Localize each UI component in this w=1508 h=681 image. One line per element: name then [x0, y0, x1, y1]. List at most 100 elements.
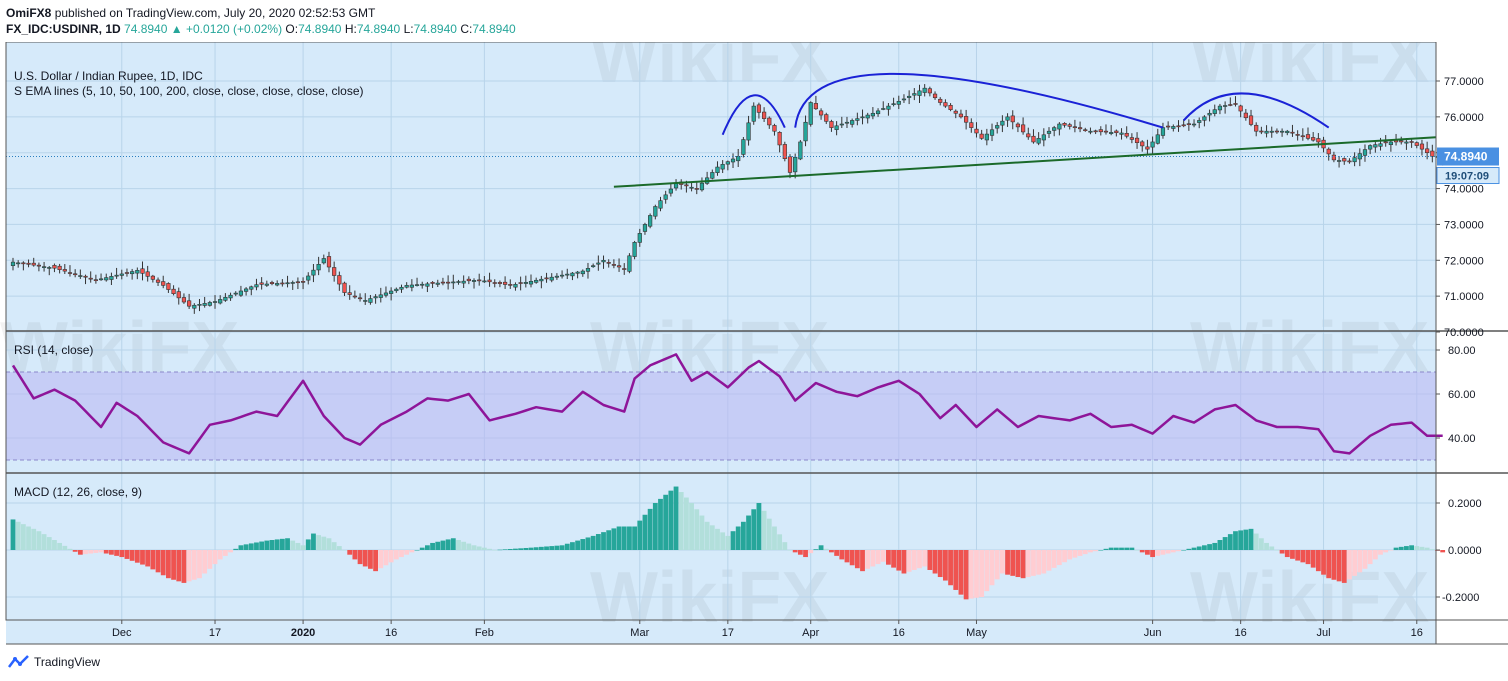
candle-body[interactable]: [26, 262, 31, 265]
candle-body[interactable]: [777, 132, 782, 146]
candle-body[interactable]: [855, 118, 860, 121]
macd-bar[interactable]: [1383, 550, 1389, 553]
candle-body[interactable]: [751, 105, 756, 122]
candle-body[interactable]: [93, 279, 98, 281]
macd-bar[interactable]: [1155, 550, 1161, 556]
macd-bar[interactable]: [948, 550, 953, 586]
macd-bar[interactable]: [735, 526, 741, 551]
candle-body[interactable]: [1005, 116, 1010, 121]
macd-bar[interactable]: [352, 550, 358, 560]
candle-body[interactable]: [1191, 123, 1197, 126]
candle-body[interactable]: [1311, 137, 1316, 141]
macd-bar[interactable]: [254, 542, 259, 550]
candle-body[interactable]: [456, 281, 461, 283]
candle-body[interactable]: [710, 172, 715, 179]
candle-body[interactable]: [580, 270, 585, 275]
macd-bar[interactable]: [1264, 542, 1269, 550]
macd-bar[interactable]: [849, 550, 855, 566]
candle-body[interactable]: [295, 281, 301, 284]
macd-bar[interactable]: [1248, 528, 1254, 550]
candle-body[interactable]: [1155, 134, 1160, 144]
macd-bar[interactable]: [1217, 540, 1223, 550]
candle-body[interactable]: [1000, 120, 1005, 126]
macd-bar[interactable]: [554, 545, 560, 550]
candle-body[interactable]: [145, 271, 150, 277]
macd-bar[interactable]: [1284, 550, 1290, 558]
candle-body[interactable]: [616, 265, 622, 268]
candle-body[interactable]: [575, 271, 580, 274]
macd-bar[interactable]: [1315, 550, 1321, 572]
candle-body[interactable]: [528, 280, 534, 285]
macd-bar[interactable]: [839, 550, 845, 560]
candle-body[interactable]: [259, 282, 264, 285]
candle-body[interactable]: [1114, 130, 1119, 133]
macd-bar[interactable]: [937, 550, 943, 578]
candle-body[interactable]: [440, 281, 446, 284]
macd-bar[interactable]: [740, 521, 746, 550]
candle-body[interactable]: [114, 274, 119, 277]
macd-bar[interactable]: [886, 550, 891, 565]
macd-bar[interactable]: [15, 521, 21, 550]
candle-body[interactable]: [435, 282, 440, 285]
macd-bar[interactable]: [264, 540, 270, 550]
candle-body[interactable]: [508, 284, 513, 286]
macd-bar[interactable]: [502, 549, 508, 550]
macd-bar[interactable]: [176, 550, 182, 582]
macd-bar[interactable]: [1186, 548, 1192, 550]
candle-body[interactable]: [1331, 154, 1336, 161]
candle-body[interactable]: [741, 139, 746, 155]
macd-bar[interactable]: [813, 549, 819, 550]
candle-body[interactable]: [78, 275, 83, 277]
candle-body[interactable]: [176, 291, 181, 299]
macd-bar[interactable]: [580, 539, 586, 550]
macd-bar[interactable]: [1062, 550, 1067, 563]
candle-body[interactable]: [1399, 140, 1404, 143]
candle-body[interactable]: [642, 224, 648, 232]
candle-body[interactable]: [544, 277, 549, 280]
candle-body[interactable]: [694, 188, 699, 190]
macd-bar[interactable]: [704, 521, 710, 550]
macd-bar[interactable]: [689, 503, 694, 550]
candle-body[interactable]: [124, 272, 130, 274]
candle-body[interactable]: [409, 284, 414, 288]
candle-body[interactable]: [782, 144, 787, 159]
macd-bar[interactable]: [621, 526, 627, 551]
candle-body[interactable]: [1057, 123, 1062, 130]
candle-body[interactable]: [1046, 130, 1052, 134]
candle-body[interactable]: [275, 283, 280, 286]
rsi-series-line[interactable]: [11, 353, 1443, 455]
candle-body[interactable]: [461, 280, 466, 284]
macd-bar[interactable]: [684, 497, 689, 550]
candle-body[interactable]: [269, 282, 275, 285]
candle-body[interactable]: [772, 125, 777, 132]
candle-body[interactable]: [1020, 124, 1026, 133]
macd-bar[interactable]: [342, 550, 347, 551]
macd-bar[interactable]: [585, 537, 591, 550]
candle-body[interactable]: [321, 258, 326, 264]
macd-bar[interactable]: [1124, 547, 1130, 550]
macd-bar[interactable]: [46, 537, 52, 550]
macd-bar[interactable]: [88, 550, 94, 554]
candle-body[interactable]: [249, 286, 254, 290]
macd-bar[interactable]: [207, 550, 213, 569]
candle-body[interactable]: [554, 275, 559, 278]
macd-bar[interactable]: [507, 548, 513, 550]
macd-bar[interactable]: [829, 550, 834, 553]
macd-bar[interactable]: [673, 486, 679, 550]
macd-bar[interactable]: [766, 518, 772, 550]
candle-body[interactable]: [1212, 109, 1217, 114]
candle-body[interactable]: [591, 265, 596, 268]
macd-bar[interactable]: [497, 549, 503, 551]
macd-bar[interactable]: [746, 515, 751, 550]
candle-body[interactable]: [264, 283, 269, 286]
macd-bar[interactable]: [1072, 550, 1078, 558]
macd-bar[interactable]: [316, 535, 322, 550]
candle-body[interactable]: [953, 110, 958, 114]
candle-body[interactable]: [399, 286, 404, 290]
candle-body[interactable]: [637, 233, 642, 243]
macd-bar[interactable]: [797, 550, 803, 555]
macd-bar[interactable]: [285, 538, 290, 550]
candle-body[interactable]: [627, 255, 632, 272]
macd-bar[interactable]: [1067, 550, 1073, 560]
macd-bar[interactable]: [357, 550, 363, 565]
